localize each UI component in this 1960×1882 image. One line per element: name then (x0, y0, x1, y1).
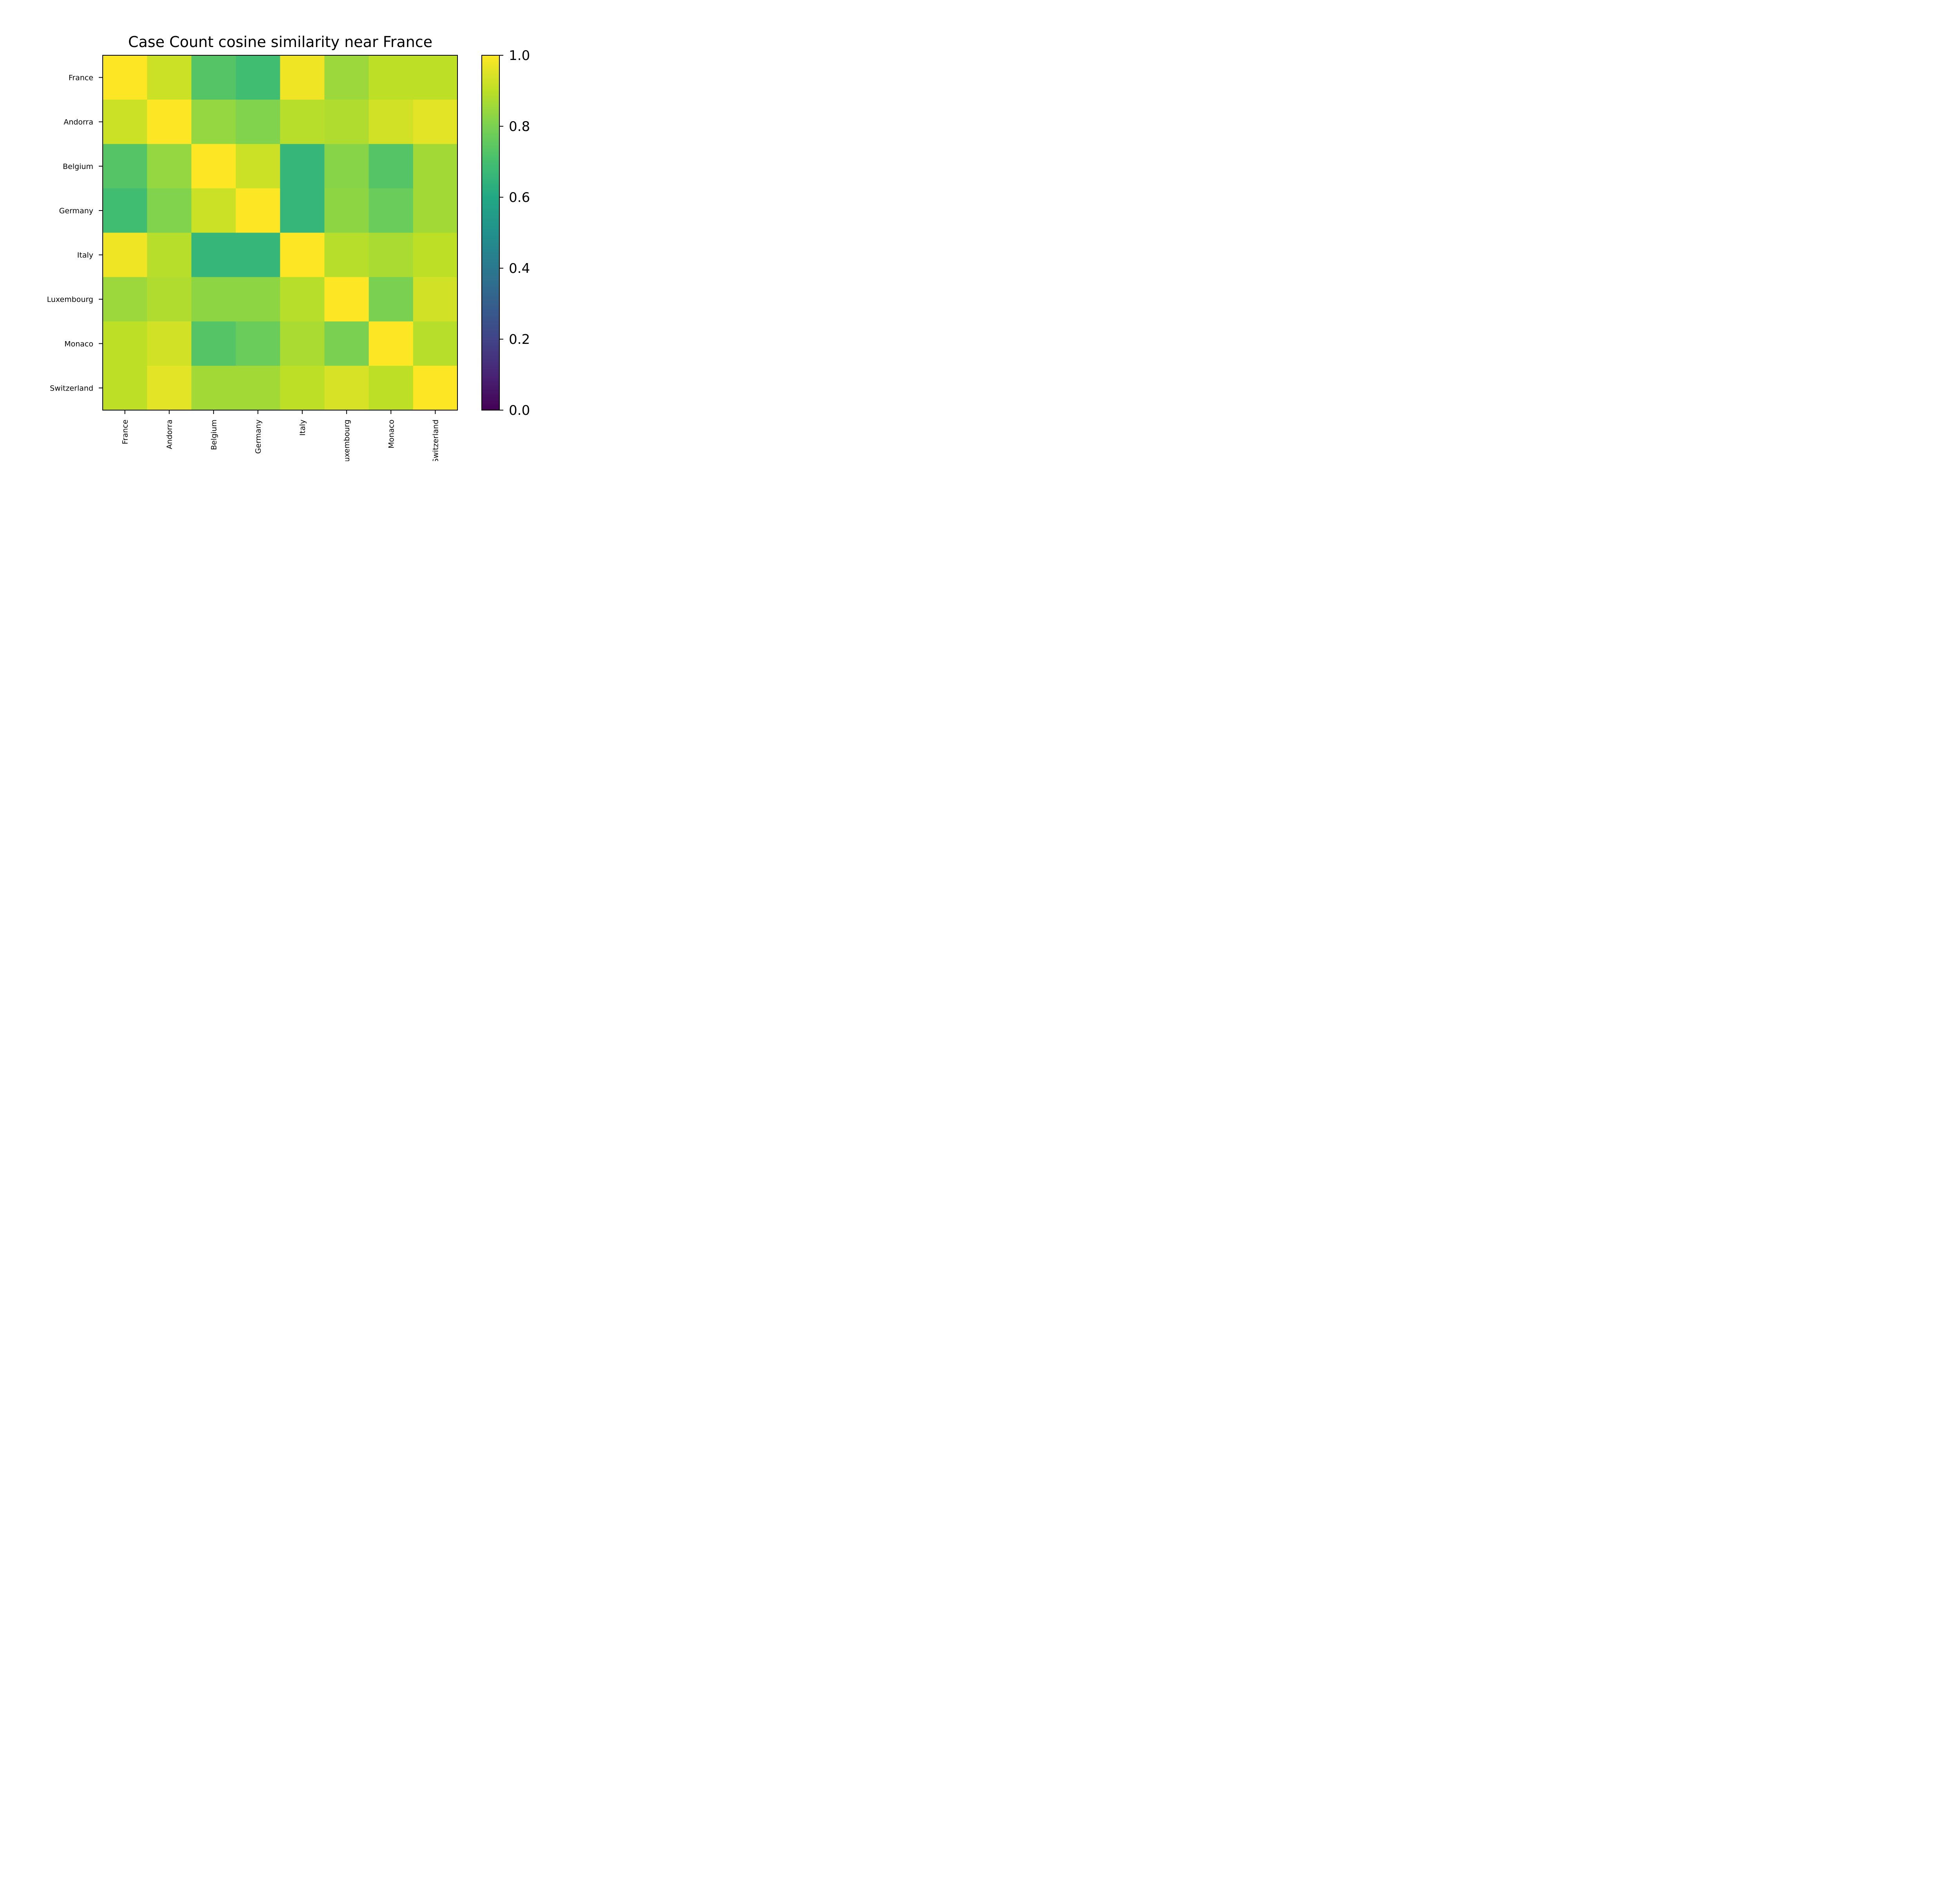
heatmap-cell (413, 277, 458, 322)
heatmap-cell (236, 321, 280, 366)
y-axis: France Andorra Belgium Germany Italy Luxembou… (47, 74, 103, 392)
heatmap-cell (280, 365, 325, 411)
heatmap-cell (324, 55, 369, 100)
heatmap-cell (368, 188, 414, 233)
heatmap-cell (413, 188, 458, 233)
heatmap-cell (236, 100, 280, 144)
plot-frame (102, 55, 458, 411)
heatmap-cell (147, 277, 192, 322)
y-tick-label: Switzerland (50, 384, 93, 392)
heatmap-cell (324, 188, 369, 233)
colorbar: 0.0 0.2 0.4 0.6 0.8 1.0 (481, 48, 530, 418)
heatmap-cell (147, 233, 192, 278)
heatmap-cell (280, 277, 325, 322)
heatmap-cell (191, 188, 236, 233)
y-tick-label: Germany (59, 207, 93, 215)
x-axis: France Andorra Belgium Germany Italy Luxembou… (121, 410, 440, 461)
heatmap-cell (103, 321, 147, 366)
heatmap-cell (103, 188, 147, 233)
heatmap-cell (413, 144, 458, 189)
colorbar-tick-label: 1.0 (509, 48, 530, 64)
heatmap-cell (191, 144, 236, 189)
heatmap-cell (413, 233, 458, 278)
heatmap-cell (147, 144, 192, 189)
y-tick-label: Andorra (64, 118, 93, 127)
colorbar-tick-label: 0.6 (509, 190, 530, 205)
heatmap-cell (236, 144, 280, 189)
heatmap-cell (280, 188, 325, 233)
x-tick-label: Andorra (165, 420, 174, 449)
x-tick-label: Luxembourg (343, 420, 351, 461)
heatmap-cell (280, 55, 325, 100)
heatmap-cell (324, 321, 369, 366)
heatmap-cell (103, 365, 147, 411)
heatmap-cell (324, 100, 369, 144)
heatmap-cell (147, 321, 192, 366)
heatmap-cell (103, 144, 147, 189)
heatmap-cell (324, 233, 369, 278)
heatmap-cell (191, 100, 236, 144)
heatmap-cell (236, 277, 280, 322)
heatmap-cell (368, 144, 414, 189)
heatmap-cell (103, 100, 147, 144)
chart-title: Case Count cosine similarity near France (128, 33, 432, 51)
heatmap-cell (280, 233, 325, 278)
heatmap-cell (324, 365, 369, 411)
heatmap-cell (236, 365, 280, 411)
x-tick-label: Belgium (210, 420, 218, 450)
heatmap-cell (324, 144, 369, 189)
heatmap-cell (368, 233, 414, 278)
heatmap-cell (191, 321, 236, 366)
x-tick-label: Switzerland (431, 420, 440, 461)
heatmap-cell (368, 321, 414, 366)
heatmap-cell (368, 277, 414, 322)
heatmap-cell (413, 321, 458, 366)
heatmap-chart: Case Count cosine similarity near France… (47, 33, 530, 461)
heatmap-cell (280, 321, 325, 366)
heatmap-cell (191, 55, 236, 100)
heatmap-cells (103, 55, 458, 411)
x-tick-label: France (121, 420, 130, 444)
heatmap-cell (236, 233, 280, 278)
y-tick-label: France (69, 74, 93, 82)
colorbar-tick-label: 0.4 (509, 261, 530, 276)
heatmap-cell (147, 55, 192, 100)
colorbar-gradient (481, 55, 500, 411)
heatmap-cell (191, 365, 236, 411)
x-tick-label: Germany (254, 420, 263, 454)
heatmap-cell (103, 233, 147, 278)
x-tick-label: Italy (298, 420, 307, 436)
y-tick-label: Luxembourg (47, 295, 93, 304)
heatmap-cell (103, 55, 147, 100)
heatmap-cell (147, 188, 192, 233)
y-tick-label: Belgium (63, 162, 93, 171)
y-tick-label: Monaco (64, 340, 93, 348)
heatmap-cell (413, 100, 458, 144)
y-tick-label: Italy (77, 251, 93, 260)
heatmap-cell (368, 100, 414, 144)
heatmap-cell (280, 100, 325, 144)
colorbar-tick-label: 0.2 (509, 332, 530, 347)
heatmap-cell (236, 55, 280, 100)
heatmap-cell (368, 55, 414, 100)
heatmap-cell (147, 365, 192, 411)
heatmap-cell (368, 365, 414, 411)
heatmap-cell (191, 233, 236, 278)
heatmap-cell (324, 277, 369, 322)
heatmap-cell (413, 365, 458, 411)
x-tick-label: Monaco (387, 420, 396, 449)
heatmap-cell (280, 144, 325, 189)
colorbar-tick-label: 0.0 (509, 403, 530, 418)
heatmap-cell (413, 55, 458, 100)
colorbar-tick-label: 0.8 (509, 119, 530, 134)
heatmap-cell (103, 277, 147, 322)
heatmap-cell (147, 100, 192, 144)
heatmap-cell (191, 277, 236, 322)
heatmap-cell (236, 188, 280, 233)
